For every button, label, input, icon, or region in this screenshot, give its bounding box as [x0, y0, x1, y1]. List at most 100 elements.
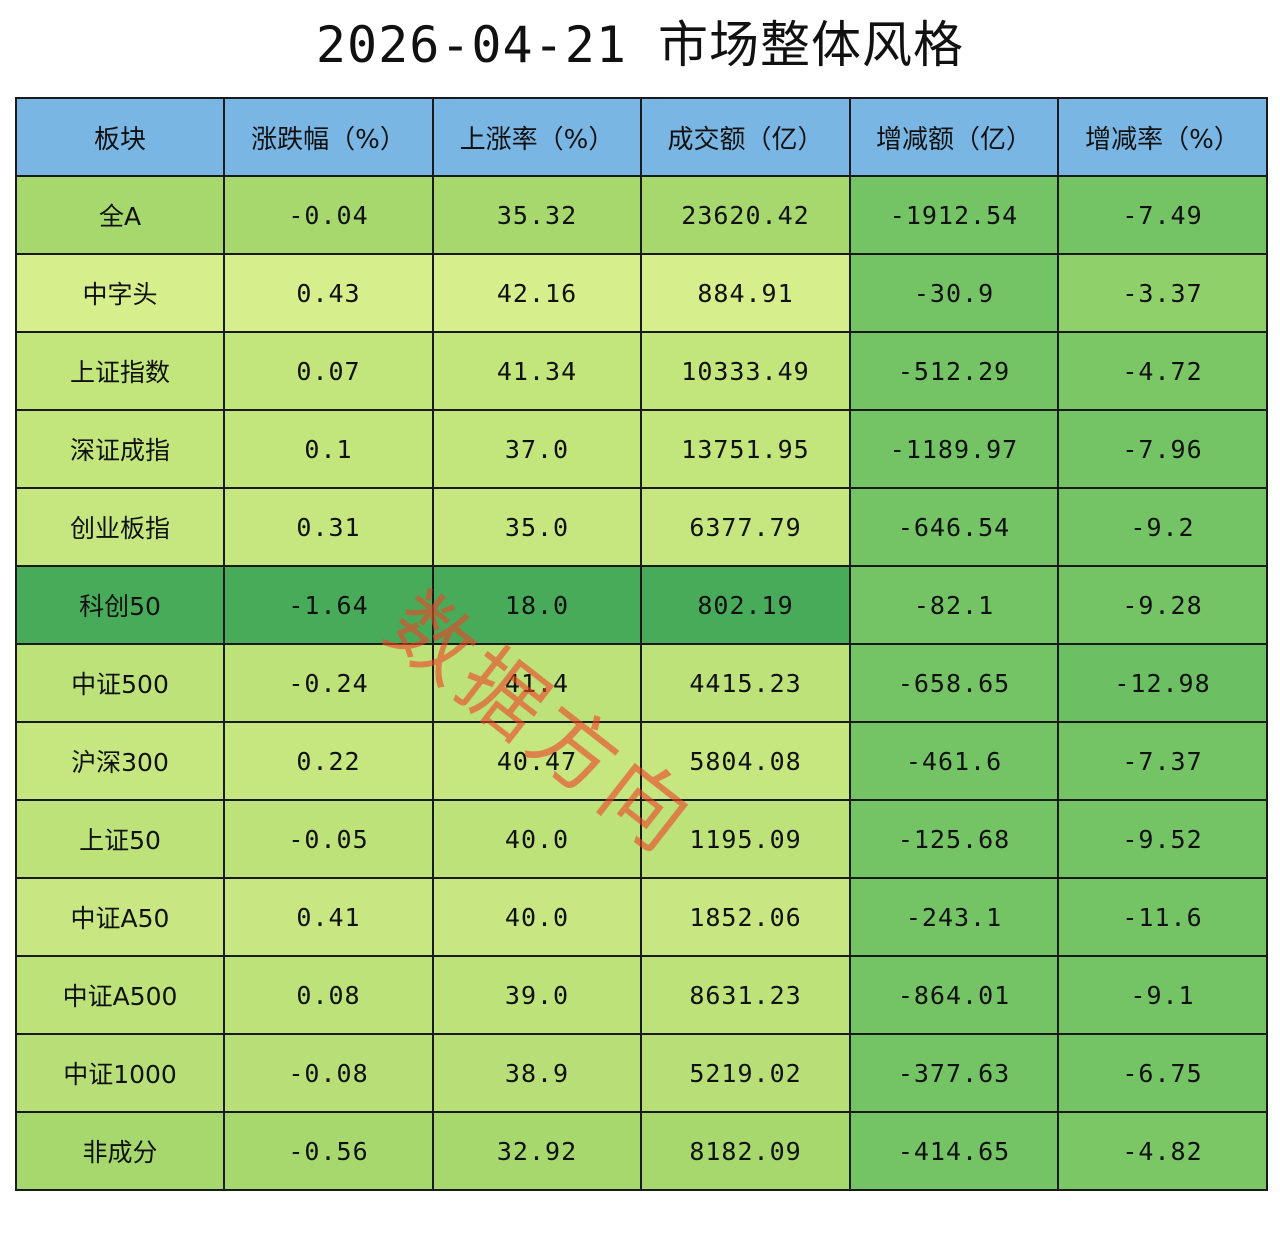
value-cell: -658.65	[849, 643, 1059, 723]
value-cell: 1195.09	[640, 799, 851, 879]
value-cell: 0.43	[223, 253, 434, 333]
value-cell: 5219.02	[640, 1033, 851, 1113]
value-cell: -512.29	[849, 331, 1059, 411]
value-cell: 32.92	[432, 1111, 642, 1191]
value-cell: 6377.79	[640, 487, 851, 567]
value-cell: -4.82	[1057, 1111, 1268, 1191]
value-cell: -125.68	[849, 799, 1059, 879]
sector-name-cell: 中证500	[15, 643, 225, 723]
value-cell: -9.28	[1057, 565, 1268, 645]
value-cell: -0.04	[223, 175, 434, 255]
value-cell: 0.08	[223, 955, 434, 1035]
value-cell: -9.52	[1057, 799, 1268, 879]
table-row: 上证指数 0.07 41.34 10333.49 -512.29 -4.72	[15, 331, 1268, 411]
header-row: 板块 涨跌幅（%） 上涨率（%） 成交额（亿） 增减额（亿） 增减率（%）	[15, 97, 1268, 177]
value-cell: -377.63	[849, 1033, 1059, 1113]
table-row: 中证A50 0.41 40.0 1852.06 -243.1 -11.6	[15, 877, 1268, 957]
value-cell: 40.0	[432, 799, 642, 879]
sector-name-cell: 沪深300	[15, 721, 225, 801]
sector-name-cell: 科创50	[15, 565, 225, 645]
value-cell: -6.75	[1057, 1033, 1268, 1113]
sector-name-cell: 上证50	[15, 799, 225, 879]
value-cell: 37.0	[432, 409, 642, 489]
value-cell: -243.1	[849, 877, 1059, 957]
value-cell: -4.72	[1057, 331, 1268, 411]
table-row: 中证1000 -0.08 38.9 5219.02 -377.63 -6.75	[15, 1033, 1268, 1113]
value-cell: 39.0	[432, 955, 642, 1035]
value-cell: 0.1	[223, 409, 434, 489]
column-header: 上涨率（%）	[432, 97, 642, 177]
table-row: 中证A500 0.08 39.0 8631.23 -864.01 -9.1	[15, 955, 1268, 1035]
value-cell: -646.54	[849, 487, 1059, 567]
value-cell: -0.05	[223, 799, 434, 879]
value-cell: 40.47	[432, 721, 642, 801]
value-cell: -1.64	[223, 565, 434, 645]
value-cell: -7.96	[1057, 409, 1268, 489]
value-cell: 18.0	[432, 565, 642, 645]
sector-name-cell: 上证指数	[15, 331, 225, 411]
value-cell: -0.24	[223, 643, 434, 723]
table-row: 沪深300 0.22 40.47 5804.08 -461.6 -7.37	[15, 721, 1268, 801]
value-cell: 41.4	[432, 643, 642, 723]
value-cell: 0.07	[223, 331, 434, 411]
value-cell: -461.6	[849, 721, 1059, 801]
column-header: 增减率（%）	[1057, 97, 1268, 177]
table-row: 全A -0.04 35.32 23620.42 -1912.54 -7.49	[15, 175, 1268, 255]
value-cell: 38.9	[432, 1033, 642, 1113]
table-row: 非成分 -0.56 32.92 8182.09 -414.65 -4.82	[15, 1111, 1268, 1191]
table-row: 科创50 -1.64 18.0 802.19 -82.1 -9.28	[15, 565, 1268, 645]
sector-name-cell: 深证成指	[15, 409, 225, 489]
value-cell: 1852.06	[640, 877, 851, 957]
value-cell: 35.0	[432, 487, 642, 567]
column-header: 增减额（亿）	[849, 97, 1059, 177]
value-cell: -12.98	[1057, 643, 1268, 723]
value-cell: 40.0	[432, 877, 642, 957]
sector-name-cell: 全A	[15, 175, 225, 255]
value-cell: 41.34	[432, 331, 642, 411]
column-header: 成交额（亿）	[640, 97, 851, 177]
value-cell: -0.56	[223, 1111, 434, 1191]
column-header: 涨跌幅（%）	[223, 97, 434, 177]
value-cell: 5804.08	[640, 721, 851, 801]
value-cell: -30.9	[849, 253, 1059, 333]
sector-name-cell: 中证A500	[15, 955, 225, 1035]
value-cell: -82.1	[849, 565, 1059, 645]
value-cell: 8631.23	[640, 955, 851, 1035]
value-cell: 23620.42	[640, 175, 851, 255]
value-cell: -9.2	[1057, 487, 1268, 567]
sector-name-cell: 中字头	[15, 253, 225, 333]
value-cell: 0.22	[223, 721, 434, 801]
column-header: 板块	[15, 97, 225, 177]
value-cell: -3.37	[1057, 253, 1268, 333]
sector-name-cell: 创业板指	[15, 487, 225, 567]
sector-name-cell: 中证A50	[15, 877, 225, 957]
market-style-table: 板块 涨跌幅（%） 上涨率（%） 成交额（亿） 增减额（亿） 增减率（%） 全A -0.04…	[15, 97, 1268, 1191]
value-cell: 884.91	[640, 253, 851, 333]
value-cell: 0.41	[223, 877, 434, 957]
value-cell: 802.19	[640, 565, 851, 645]
value-cell: -7.37	[1057, 721, 1268, 801]
table-row: 深证成指 0.1 37.0 13751.95 -1189.97 -7.96	[15, 409, 1268, 489]
value-cell: -7.49	[1057, 175, 1268, 255]
sector-name-cell: 非成分	[15, 1111, 225, 1191]
sector-name-cell: 中证1000	[15, 1033, 225, 1113]
value-cell: -1189.97	[849, 409, 1059, 489]
table-body: 全A -0.04 35.32 23620.42 -1912.54 -7.49 中字头 0.43…	[15, 175, 1268, 1191]
value-cell: 42.16	[432, 253, 642, 333]
value-cell: 35.32	[432, 175, 642, 255]
value-cell: -864.01	[849, 955, 1059, 1035]
table-row: 中证500 -0.24 41.4 4415.23 -658.65 -12.98	[15, 643, 1268, 723]
page-title: 2026-04-21 市场整体风格	[315, 16, 965, 74]
value-cell: -9.1	[1057, 955, 1268, 1035]
table-row: 创业板指 0.31 35.0 6377.79 -646.54 -9.2	[15, 487, 1268, 567]
value-cell: -414.65	[849, 1111, 1059, 1191]
value-cell: -1912.54	[849, 175, 1059, 255]
value-cell: 4415.23	[640, 643, 851, 723]
table-row: 中字头 0.43 42.16 884.91 -30.9 -3.37	[15, 253, 1268, 333]
value-cell: 10333.49	[640, 331, 851, 411]
value-cell: 8182.09	[640, 1111, 851, 1191]
value-cell: 13751.95	[640, 409, 851, 489]
value-cell: -0.08	[223, 1033, 434, 1113]
value-cell: 0.31	[223, 487, 434, 567]
value-cell: -11.6	[1057, 877, 1268, 957]
